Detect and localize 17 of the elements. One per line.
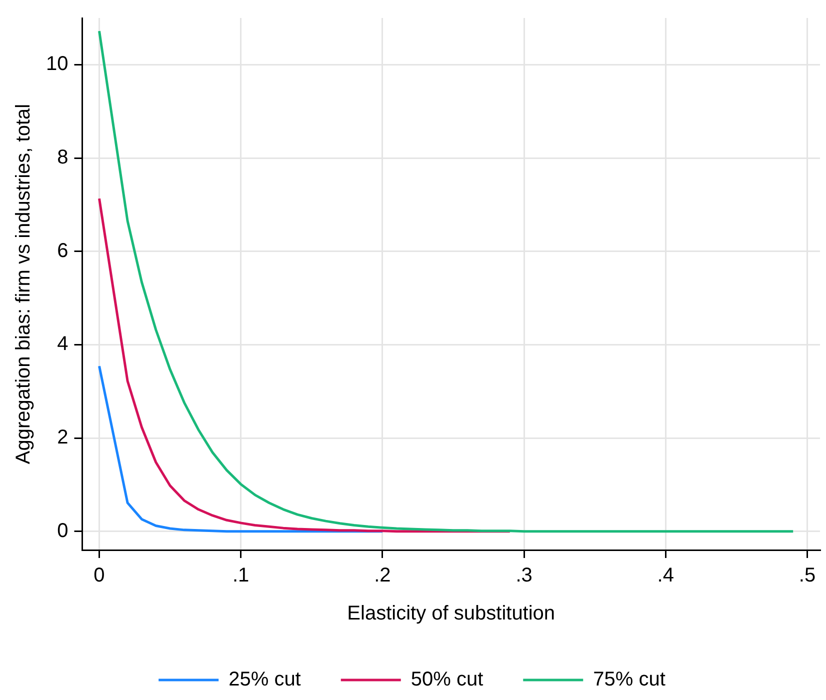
x-axis-title: Elasticity of substitution <box>347 602 556 625</box>
x-tick-label: .4 <box>657 564 674 587</box>
x-tick-label: .1 <box>232 564 250 587</box>
y-tick-label: 4 <box>57 333 68 356</box>
y-tick-label: 10 <box>46 53 68 76</box>
y-tick-label: 2 <box>57 426 68 449</box>
y-tick-label: 8 <box>57 146 68 169</box>
x-tick-label: 0 <box>94 564 105 587</box>
y-tick-label: 6 <box>57 240 68 262</box>
x-tick-label: .3 <box>516 564 532 587</box>
x-tick-label: .2 <box>374 564 391 587</box>
legend-label: 25% cut <box>228 668 302 691</box>
y-axis-title: Aggregation bias: firm vs industries, total <box>12 104 35 464</box>
x-tick-label: .5 <box>798 564 816 587</box>
y-tick-label: 0 <box>57 520 68 542</box>
legend-label: 75% cut <box>593 668 666 691</box>
legend-label: 50% cut <box>410 668 484 691</box>
